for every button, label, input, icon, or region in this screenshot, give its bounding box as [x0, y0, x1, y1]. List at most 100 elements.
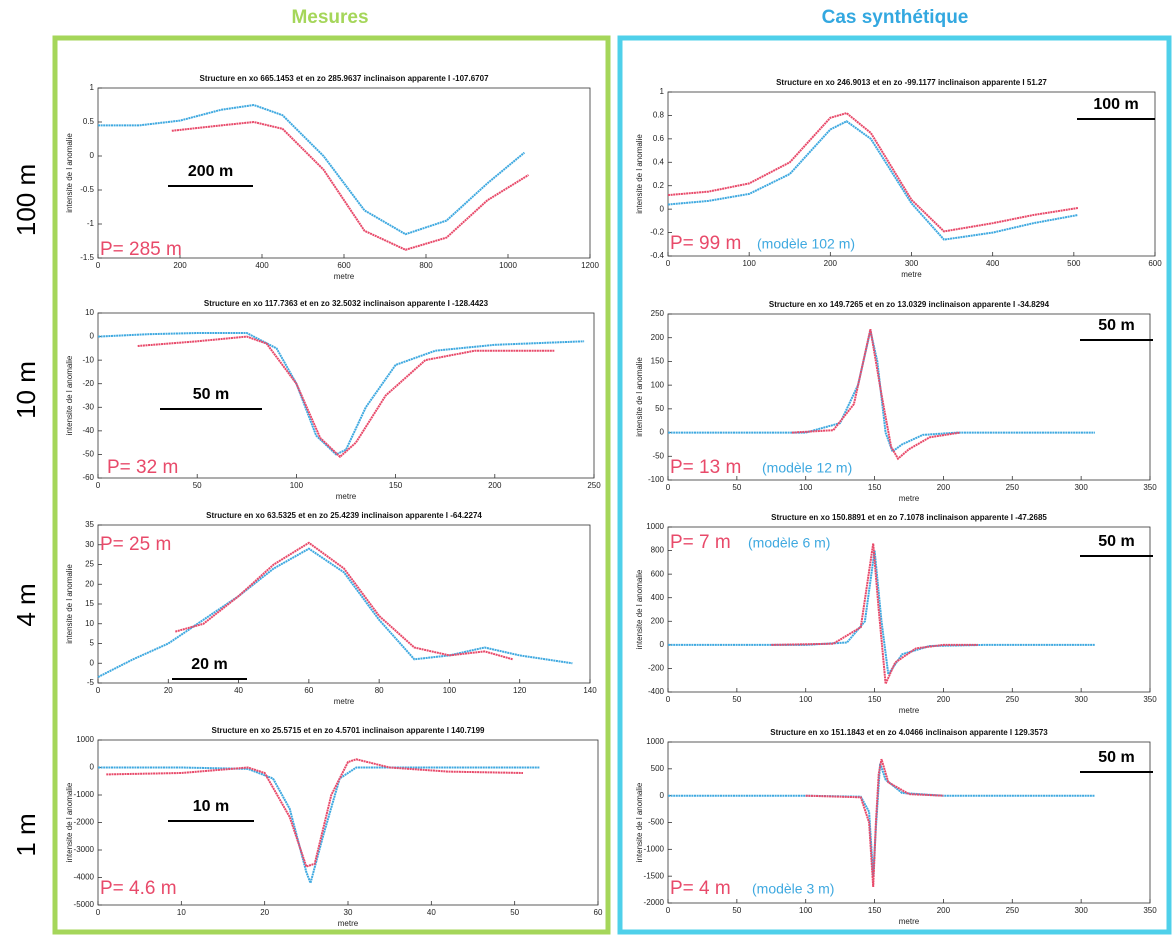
data-line — [175, 541, 513, 661]
x-tick-label: 200 — [488, 481, 502, 490]
x-tick-label: 50 — [193, 481, 202, 490]
depth-label: P= 32 m — [107, 457, 178, 478]
depth-label: P= 13 m — [670, 457, 741, 478]
chart-title: Structure en xo 63.5325 et en zo 25.4239… — [206, 511, 482, 520]
y-tick-label: 0 — [90, 763, 95, 772]
y-tick-label: -0.4 — [650, 251, 664, 260]
data-line — [791, 328, 961, 461]
x-tick-label: 0 — [666, 483, 671, 492]
row-label: 10 m — [11, 361, 41, 419]
x-tick-label: 100 — [443, 686, 457, 695]
plot-area — [97, 524, 591, 684]
y-tick-label: -60 — [82, 473, 94, 482]
x-tick-label: 0 — [666, 906, 671, 915]
data-line — [805, 758, 944, 887]
chart-title: Structure en xo 25.5715 et en zo 4.5701 … — [211, 726, 485, 735]
row-label: 100 m — [11, 164, 41, 236]
x-tick-label: 0 — [96, 908, 101, 917]
chart-title: Structure en xo 149.7265 et en zo 13.032… — [769, 300, 1050, 309]
x-tick-label: 50 — [732, 695, 741, 704]
y-tick-label: -3000 — [74, 845, 95, 854]
x-tick-label: 60 — [594, 908, 603, 917]
x-tick-label: 120 — [513, 686, 527, 695]
scale-label: 200 m — [188, 163, 233, 180]
x-tick-label: 800 — [419, 261, 433, 270]
x-tick-label: 50 — [732, 483, 741, 492]
x-axis-label: metre — [334, 697, 355, 706]
plot-area — [97, 312, 595, 479]
y-axis-label: intensite de l anomalie — [65, 564, 74, 644]
y-tick-label: -500 — [648, 818, 665, 827]
y-tick-label: 0 — [660, 204, 665, 213]
x-tick-label: 100 — [799, 695, 813, 704]
y-tick-label: -50 — [82, 450, 94, 459]
chart-title: Structure en xo 665.1453 et en zo 285.96… — [199, 74, 489, 83]
x-tick-label: 600 — [337, 261, 351, 270]
x-tick-label: 600 — [1148, 259, 1162, 268]
x-tick-label: 150 — [389, 481, 403, 490]
model-label: (modèle 12 m) — [762, 460, 852, 476]
y-axis-label: intensite de l anomalie — [635, 134, 644, 214]
x-tick-label: 250 — [1006, 483, 1020, 492]
x-tick-label: 200 — [937, 906, 951, 915]
y-tick-label: 5 — [90, 639, 95, 648]
y-tick-label: -2000 — [74, 818, 95, 827]
x-axis-label: metre — [334, 272, 355, 281]
y-tick-label: -50 — [652, 451, 664, 460]
scale-label: 100 m — [1093, 96, 1138, 113]
y-tick-label: 600 — [651, 569, 665, 578]
x-tick-label: 60 — [304, 686, 313, 695]
x-tick-label: 100 — [799, 906, 813, 915]
y-tick-label: 0.4 — [653, 157, 665, 166]
x-tick-label: 0 — [96, 686, 101, 695]
y-tick-label: -400 — [648, 687, 665, 696]
x-tick-label: 400 — [255, 261, 269, 270]
data-line — [137, 335, 555, 459]
y-tick-label: 150 — [651, 357, 665, 366]
plot-area — [667, 313, 1151, 481]
y-tick-label: 0 — [90, 658, 95, 667]
x-tick-label: 200 — [824, 259, 838, 268]
x-tick-label: 140 — [583, 686, 597, 695]
x-tick-label: 200 — [937, 695, 951, 704]
y-tick-label: 50 — [655, 404, 664, 413]
x-tick-label: 250 — [1006, 695, 1020, 704]
x-tick-label: 80 — [375, 686, 384, 695]
x-axis-label: metre — [338, 919, 359, 928]
x-axis-label: metre — [899, 917, 920, 926]
y-tick-label: -40 — [82, 426, 94, 435]
column-header: Cas synthétique — [822, 7, 969, 28]
y-tick-label: -1500 — [644, 871, 665, 880]
y-tick-label: 200 — [651, 333, 665, 342]
y-tick-label: -2000 — [644, 898, 665, 907]
x-tick-label: 100 — [290, 481, 304, 490]
x-axis-label: metre — [899, 706, 920, 715]
x-tick-label: 150 — [868, 906, 882, 915]
x-tick-label: 0 — [96, 261, 101, 270]
y-tick-label: -10 — [82, 355, 94, 364]
x-tick-label: 0 — [666, 259, 671, 268]
y-axis-label: intensite de l anomalie — [65, 133, 74, 213]
data-line — [106, 758, 524, 868]
y-tick-label: -1 — [87, 219, 95, 228]
mesures-frame — [52, 35, 611, 935]
x-tick-label: 20 — [260, 908, 269, 917]
x-tick-label: 150 — [868, 695, 882, 704]
y-tick-label: 10 — [85, 308, 94, 317]
x-tick-label: 500 — [1067, 259, 1081, 268]
y-tick-label: 1000 — [646, 737, 664, 746]
y-tick-label: 100 — [651, 380, 665, 389]
data-line — [771, 543, 978, 688]
scale-label: 50 m — [1098, 533, 1134, 550]
chart-title: Structure en xo 150.8891 et en zo 7.1078… — [771, 513, 1047, 522]
model-label: (modèle 102 m) — [757, 236, 855, 252]
x-tick-label: 300 — [1074, 483, 1088, 492]
x-tick-label: 200 — [937, 483, 951, 492]
scale-label: 20 m — [191, 656, 227, 673]
y-tick-label: -1000 — [74, 790, 95, 799]
x-tick-label: 200 — [173, 261, 187, 270]
x-tick-label: 0 — [96, 481, 101, 490]
y-tick-label: 0 — [90, 332, 95, 341]
